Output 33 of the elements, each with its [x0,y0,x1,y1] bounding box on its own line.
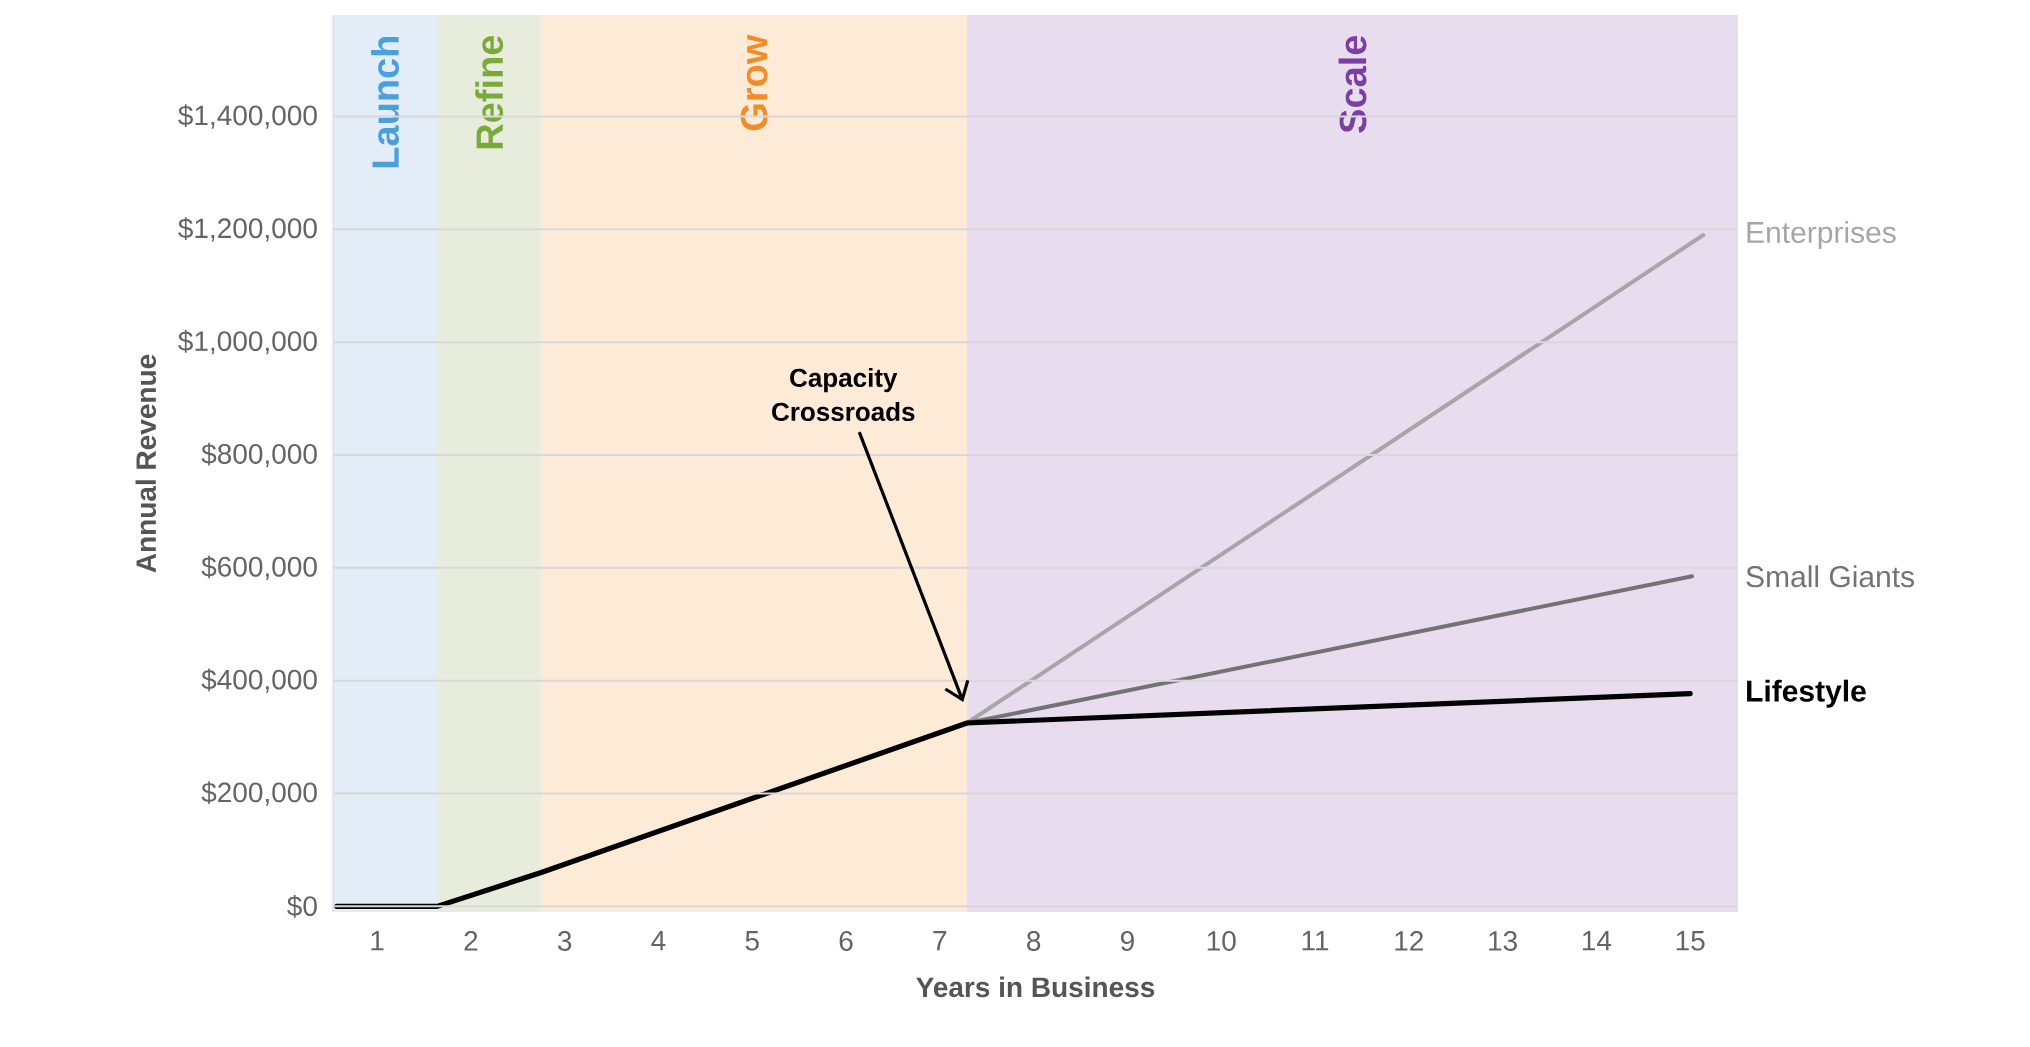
y-tick-label: $1,000,000 [178,330,317,355]
x-tick-label: 9 [1120,931,1134,951]
annotation: Capacity Crossroads [772,367,915,422]
y-tick-label: $200,000 [201,781,317,806]
x-tick-label: 4 [651,931,666,951]
x-tick-label: 1 [371,931,384,951]
x-tick-label: 2 [464,931,478,951]
y-tick-label: $400,000 [201,668,317,693]
x-axis-title: Years in Business [916,976,1155,998]
x-tick-label: 14 [1582,931,1612,951]
band-label: Refine [475,35,504,149]
x-tick-label: 7 [933,931,947,951]
y-tick-label: $600,000 [201,555,317,580]
x-tick-label: 12 [1395,931,1423,951]
x-tick-label: 5 [745,931,759,951]
x-tick-label: 13 [1489,931,1517,951]
band-label: Grow [740,34,768,131]
y-tick-label: $0 [287,895,317,918]
y-tick-label: $1,200,000 [178,217,317,242]
band-label: Scale [1338,35,1367,133]
y-tick-label: $800,000 [201,442,317,468]
x-tick-label: 10 [1207,931,1236,951]
series-label: Lifestyle [1747,679,1866,708]
y-tick-label: $1,400,000 [178,104,317,129]
x-tick-label: 8 [1027,931,1041,951]
series-label: Enterprises [1747,221,1896,249]
y-axis-title: Annual Revenue [135,354,157,573]
series-label: Small Giants [1746,565,1914,588]
x-tick-label: 15 [1676,931,1705,951]
band-label: Launch [371,36,400,168]
x-tick-label: 3 [557,931,572,951]
x-tick-label: 11 [1302,931,1329,951]
x-tick-label: 6 [839,931,853,951]
